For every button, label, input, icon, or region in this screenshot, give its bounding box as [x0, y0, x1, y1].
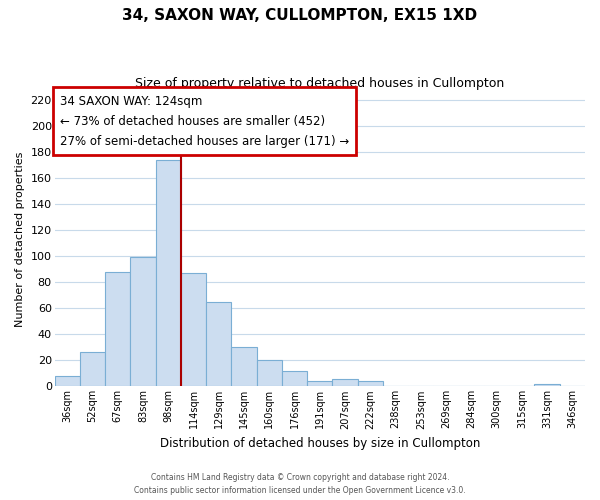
- Bar: [105, 272, 130, 386]
- Text: 34 SAXON WAY: 124sqm
← 73% of detached houses are smaller (452)
27% of semi-deta: 34 SAXON WAY: 124sqm ← 73% of detached h…: [60, 94, 349, 148]
- Bar: [332, 378, 358, 386]
- Bar: [282, 370, 307, 386]
- Bar: [535, 384, 560, 386]
- Bar: [155, 160, 181, 386]
- Bar: [181, 273, 206, 386]
- Bar: [232, 348, 257, 387]
- Bar: [307, 381, 332, 386]
- Text: Contains HM Land Registry data © Crown copyright and database right 2024.
Contai: Contains HM Land Registry data © Crown c…: [134, 474, 466, 495]
- Text: 34, SAXON WAY, CULLOMPTON, EX15 1XD: 34, SAXON WAY, CULLOMPTON, EX15 1XD: [122, 8, 478, 22]
- Bar: [55, 376, 80, 386]
- X-axis label: Distribution of detached houses by size in Cullompton: Distribution of detached houses by size …: [160, 437, 480, 450]
- Y-axis label: Number of detached properties: Number of detached properties: [15, 152, 25, 328]
- Bar: [130, 258, 155, 386]
- Title: Size of property relative to detached houses in Cullompton: Size of property relative to detached ho…: [135, 78, 505, 90]
- Bar: [257, 360, 282, 386]
- Bar: [358, 381, 383, 386]
- Bar: [80, 352, 105, 386]
- Bar: [206, 302, 232, 386]
